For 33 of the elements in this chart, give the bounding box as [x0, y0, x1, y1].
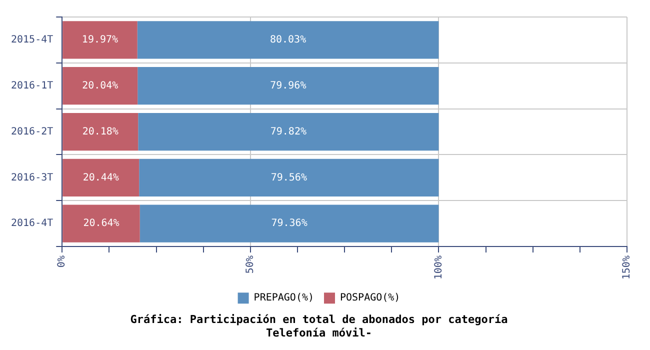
text: Telefonía móvil-: [266, 326, 372, 340]
bar: [62, 21, 138, 59]
bar: [137, 21, 439, 59]
bar: [62, 67, 138, 105]
y-tick-label: 2016-3T: [10, 172, 54, 184]
y-tick-label: 2016-2T: [10, 126, 54, 138]
bar: [138, 67, 439, 105]
text: 79.96%: [270, 80, 306, 92]
text: 79.82%: [270, 126, 306, 138]
text: 80.03%: [270, 34, 306, 46]
bar: [140, 204, 439, 242]
bar: [139, 158, 439, 196]
bar: [62, 112, 138, 151]
text: 79.36%: [271, 218, 308, 230]
x-tick-label: 150%: [622, 256, 633, 280]
bar: [62, 204, 140, 242]
bar: [138, 112, 439, 151]
text: Gráfica: Participación en total de abonados por categoría: [130, 313, 508, 326]
y-tick-label: 2016-1T: [10, 80, 54, 92]
y-tick-label: 2016-4T: [10, 218, 54, 230]
bar: [62, 158, 140, 196]
legend-label: PREPAGO(%): [254, 292, 314, 304]
x-tick-label: 100%: [433, 256, 444, 280]
y-tick-label: 2015-4T: [10, 34, 54, 46]
text: 20.44%: [82, 172, 119, 184]
text: 20.04%: [82, 80, 118, 92]
text: 20.64%: [83, 218, 120, 230]
x-tick-label: 50%: [245, 256, 256, 274]
legend-label: POSPAGO(%): [340, 292, 400, 304]
text: 19.97%: [82, 34, 118, 46]
text: 20.18%: [82, 126, 118, 138]
text: 79.56%: [270, 172, 307, 184]
x-tick-label: 0%: [56, 256, 68, 268]
